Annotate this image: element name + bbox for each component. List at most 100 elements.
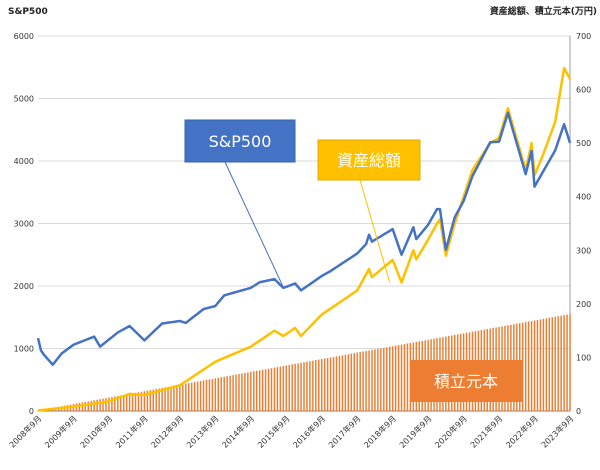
principal-bar xyxy=(255,370,258,411)
principal-bar xyxy=(93,400,95,411)
asset-callout-leader xyxy=(359,179,391,283)
principal-bar xyxy=(323,358,326,411)
principal-bar xyxy=(560,315,562,411)
principal-bar xyxy=(223,376,225,411)
sp500-line xyxy=(36,111,572,366)
principal-bar xyxy=(309,361,311,411)
left-tick-label: 2000 xyxy=(14,282,34,291)
principal-bar xyxy=(388,346,391,411)
x-tick-label: 2022年9月 xyxy=(504,413,540,449)
x-tick-label: 2012年9月 xyxy=(149,413,185,449)
asset-callout-box xyxy=(317,139,421,181)
principal-bar xyxy=(137,392,140,411)
principal-bar xyxy=(318,359,320,411)
principal-bar xyxy=(383,347,385,411)
principal-bar xyxy=(90,400,92,411)
principal-bar xyxy=(539,319,542,411)
x-tick-label: 2011年9月 xyxy=(113,413,149,449)
principal-bar xyxy=(554,316,556,411)
principal-bar xyxy=(193,382,196,411)
principal-bar xyxy=(374,349,376,411)
left-tick-label: 3000 xyxy=(14,220,34,229)
sp500-callout-box xyxy=(184,119,296,163)
principal-bar xyxy=(108,397,110,411)
principal-bar xyxy=(362,351,364,411)
principal-bar xyxy=(551,317,554,411)
principal-bar xyxy=(158,388,160,411)
principal-bar xyxy=(140,391,143,411)
principal-bar xyxy=(566,314,568,411)
principal-bar xyxy=(128,393,131,411)
left-y-axis: 0 1000 2000 3000 4000 5000 6000 xyxy=(14,32,34,416)
x-tick-label: 2017年9月 xyxy=(326,413,362,449)
principal-bar xyxy=(344,354,347,411)
principal-bar xyxy=(102,398,104,411)
principal-bar xyxy=(312,360,314,411)
principal-bar xyxy=(400,344,403,411)
right-tick-label: 100 xyxy=(576,353,591,362)
principal-bar xyxy=(335,356,338,411)
principal-bar xyxy=(365,351,367,411)
principal-bar xyxy=(261,369,264,411)
principal-bar xyxy=(232,375,234,411)
principal-bar xyxy=(386,347,388,411)
principal-bar xyxy=(350,353,353,411)
principal-bar xyxy=(143,391,146,411)
principal-bar xyxy=(258,370,261,411)
principal-bar xyxy=(267,368,270,411)
principal-bar xyxy=(167,386,169,411)
principal-bar xyxy=(545,318,548,411)
asset-callout-text: 資産総額 xyxy=(337,151,401,170)
principal-callout-box xyxy=(410,360,522,402)
principal-bar xyxy=(359,352,361,411)
x-tick-label: 2009年9月 xyxy=(42,413,78,449)
principal-bar xyxy=(282,366,285,411)
principal-bar xyxy=(380,348,382,411)
principal-bar xyxy=(229,375,231,411)
principal-bar xyxy=(81,402,84,411)
principal-bar xyxy=(276,367,279,411)
principal-bar xyxy=(353,353,355,411)
left-tick-label: 1000 xyxy=(14,345,34,354)
principal-bar xyxy=(173,385,175,411)
principal-bar xyxy=(241,373,243,411)
principal-bar xyxy=(117,396,119,411)
principal-bar xyxy=(557,316,559,411)
principal-bar xyxy=(291,364,293,411)
x-tick-label: 2023年9月 xyxy=(539,413,575,449)
principal-bar xyxy=(170,386,172,411)
principal-bar xyxy=(397,345,400,411)
principal-bar xyxy=(190,382,193,411)
principal-bar xyxy=(161,387,163,411)
principal-bar xyxy=(122,394,125,411)
principal-bar xyxy=(220,377,222,411)
right-tick-label: 300 xyxy=(576,246,591,255)
principal-bar xyxy=(211,378,214,411)
principal-bar xyxy=(533,320,536,411)
principal-bar xyxy=(524,322,527,411)
principal-bar xyxy=(134,392,137,411)
principal-bar xyxy=(152,389,155,411)
principal-bar xyxy=(111,397,113,411)
principal-bar xyxy=(208,379,211,411)
principal-bar xyxy=(87,401,89,411)
principal-bar xyxy=(164,387,166,411)
principal-bar xyxy=(329,357,332,411)
right-tick-label: 400 xyxy=(576,193,591,202)
principal-bar xyxy=(120,395,122,411)
principal-bar xyxy=(179,384,181,411)
principal-bar xyxy=(371,349,373,411)
principal-bar xyxy=(356,352,358,411)
x-tick-label: 2013年9月 xyxy=(184,413,220,449)
principal-bar xyxy=(202,380,205,411)
principal-bar xyxy=(238,374,240,411)
right-tick-label: 700 xyxy=(576,32,591,41)
principal-bar xyxy=(99,399,101,411)
x-tick-label: 2015年9月 xyxy=(255,413,291,449)
principal-bar xyxy=(294,363,296,411)
principal-bar xyxy=(214,378,217,411)
principal-bar xyxy=(297,363,299,411)
principal-bar xyxy=(548,317,551,411)
principal-bar xyxy=(536,319,539,411)
